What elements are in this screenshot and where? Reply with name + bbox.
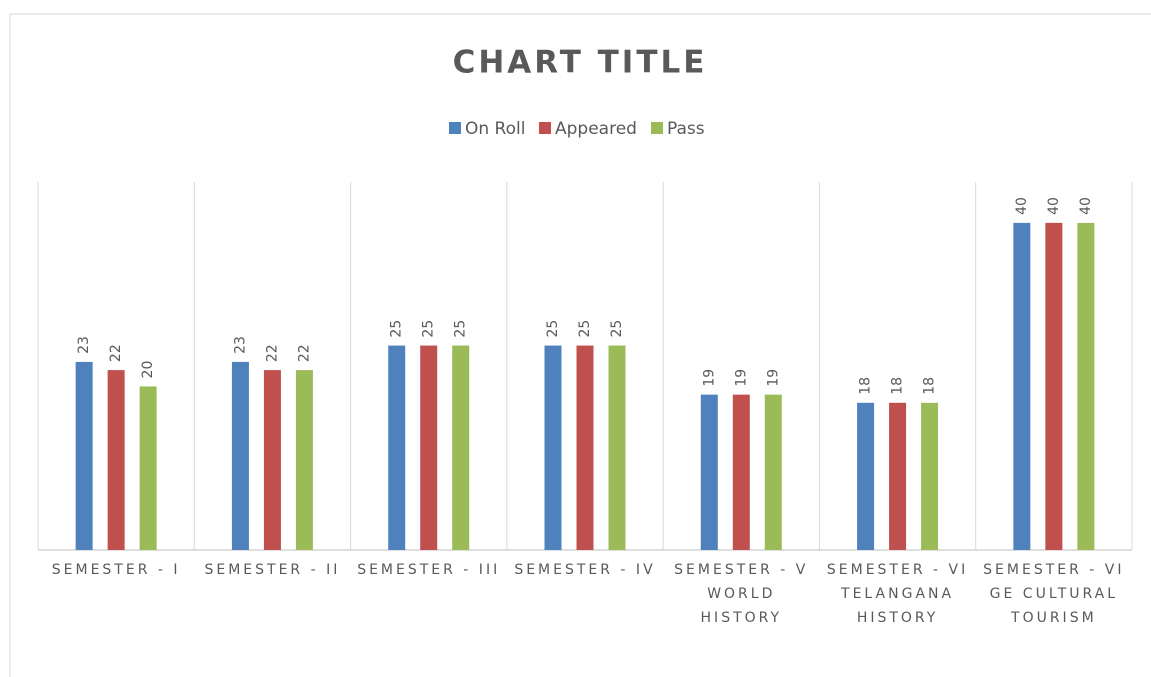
legend-label: Pass — [667, 119, 705, 139]
bar — [764, 394, 782, 550]
bar — [732, 394, 750, 550]
x-tick-label: SEMESTER - V WORLD HISTORY — [674, 562, 809, 626]
data-label: 23 — [232, 336, 248, 354]
bar — [452, 345, 470, 550]
legend-label: On Roll — [465, 119, 525, 139]
data-label: 19 — [701, 369, 717, 387]
x-tick-label: SEMESTER - VI GE CULTURAL TOURISM — [983, 562, 1125, 626]
bar — [231, 361, 249, 550]
bar — [889, 402, 907, 550]
data-label: 25 — [609, 320, 625, 338]
data-label: 40 — [1014, 197, 1030, 215]
bar — [1013, 222, 1031, 550]
data-label: 22 — [296, 344, 312, 362]
data-label: 20 — [140, 361, 156, 379]
data-label: 25 — [421, 320, 437, 338]
bar — [420, 345, 438, 550]
bar — [1077, 222, 1095, 550]
x-tick-label: SEMESTER - IV — [514, 562, 656, 578]
x-tick-label: SEMESTER - III — [357, 562, 501, 578]
data-label: 22 — [264, 344, 280, 362]
data-label: 19 — [733, 369, 749, 387]
bar — [263, 370, 281, 550]
data-label: 18 — [890, 377, 906, 395]
data-label: 18 — [858, 377, 874, 395]
data-label: 40 — [1046, 197, 1062, 215]
x-tick-label: SEMESTER - II — [204, 562, 341, 578]
bar — [576, 345, 594, 550]
data-label: 23 — [76, 336, 92, 354]
bar — [1045, 222, 1063, 550]
legend-label: Appeared — [555, 119, 637, 139]
x-tick-label: SEMESTER - I — [51, 562, 181, 578]
legend-swatch — [651, 122, 663, 134]
data-label: 25 — [453, 320, 469, 338]
data-label: 25 — [389, 320, 405, 338]
data-label: 19 — [765, 369, 781, 387]
legend-swatch — [539, 122, 551, 134]
bar — [544, 345, 562, 550]
bar — [388, 345, 406, 550]
data-label: 25 — [545, 320, 561, 338]
bar — [295, 370, 313, 550]
chart-title: CHART TITLE — [453, 45, 708, 81]
data-label: 18 — [922, 377, 938, 395]
bar — [857, 402, 875, 550]
bar — [921, 402, 939, 550]
bar — [608, 345, 626, 550]
x-tick-label: SEMESTER - VI TELANGANA HISTORY — [826, 562, 969, 626]
data-label: 40 — [1078, 197, 1094, 215]
data-label: 25 — [577, 320, 593, 338]
bar — [75, 361, 93, 550]
data-label: 22 — [108, 344, 124, 362]
bar — [700, 394, 718, 550]
bar — [139, 386, 157, 550]
bar — [107, 370, 125, 550]
legend-swatch — [449, 122, 461, 134]
